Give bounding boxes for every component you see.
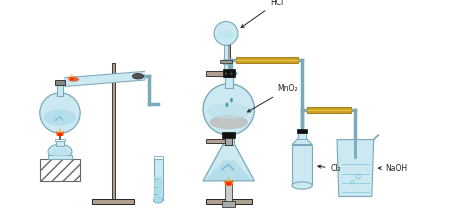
Ellipse shape	[68, 77, 79, 82]
Circle shape	[214, 22, 238, 45]
Bar	[297, 129, 307, 133]
Polygon shape	[228, 177, 230, 181]
Ellipse shape	[207, 104, 251, 119]
Ellipse shape	[154, 198, 162, 203]
Circle shape	[40, 93, 80, 133]
Polygon shape	[57, 129, 63, 136]
Bar	[307, 107, 351, 114]
Bar	[112, 63, 115, 199]
Ellipse shape	[154, 197, 163, 203]
Ellipse shape	[226, 102, 228, 107]
Bar	[57, 85, 63, 96]
Bar	[55, 139, 64, 141]
Ellipse shape	[210, 115, 248, 129]
Bar	[56, 141, 64, 146]
Bar	[206, 72, 225, 76]
Bar	[225, 75, 233, 88]
Polygon shape	[226, 178, 231, 186]
Polygon shape	[70, 75, 74, 80]
Ellipse shape	[132, 73, 144, 79]
Text: Cl₂: Cl₂	[318, 164, 341, 173]
Bar	[225, 137, 232, 145]
Circle shape	[203, 84, 255, 135]
Bar	[40, 159, 80, 181]
Polygon shape	[68, 73, 75, 80]
Ellipse shape	[225, 72, 227, 75]
Text: MnO₂: MnO₂	[247, 84, 298, 112]
Polygon shape	[59, 128, 61, 132]
Bar	[223, 69, 235, 78]
Bar	[223, 59, 229, 64]
Bar	[298, 133, 306, 139]
Bar	[92, 199, 134, 204]
Text: HCl: HCl	[241, 0, 283, 28]
Bar	[154, 156, 163, 159]
Bar	[225, 70, 232, 78]
Bar	[223, 137, 235, 145]
Polygon shape	[203, 145, 255, 181]
Polygon shape	[292, 139, 312, 145]
Bar	[206, 199, 252, 204]
Bar	[225, 184, 232, 202]
Bar	[154, 159, 163, 200]
Bar	[228, 45, 230, 199]
Bar	[222, 132, 235, 138]
Bar	[55, 80, 64, 85]
Bar	[222, 201, 235, 207]
Polygon shape	[71, 74, 73, 77]
Ellipse shape	[44, 109, 76, 126]
Polygon shape	[337, 140, 374, 196]
Bar	[236, 57, 298, 63]
Ellipse shape	[217, 31, 235, 39]
Text: NaOH: NaOH	[378, 164, 408, 173]
Bar	[206, 139, 225, 143]
Ellipse shape	[51, 148, 69, 157]
Polygon shape	[206, 160, 252, 180]
Bar	[48, 155, 72, 159]
Bar	[219, 60, 232, 63]
Bar	[154, 177, 162, 200]
Ellipse shape	[292, 182, 312, 189]
Bar	[224, 45, 228, 78]
Polygon shape	[56, 128, 64, 136]
Polygon shape	[224, 176, 233, 186]
Ellipse shape	[48, 144, 72, 159]
Ellipse shape	[230, 98, 233, 102]
Ellipse shape	[230, 72, 233, 75]
Bar	[292, 145, 312, 186]
